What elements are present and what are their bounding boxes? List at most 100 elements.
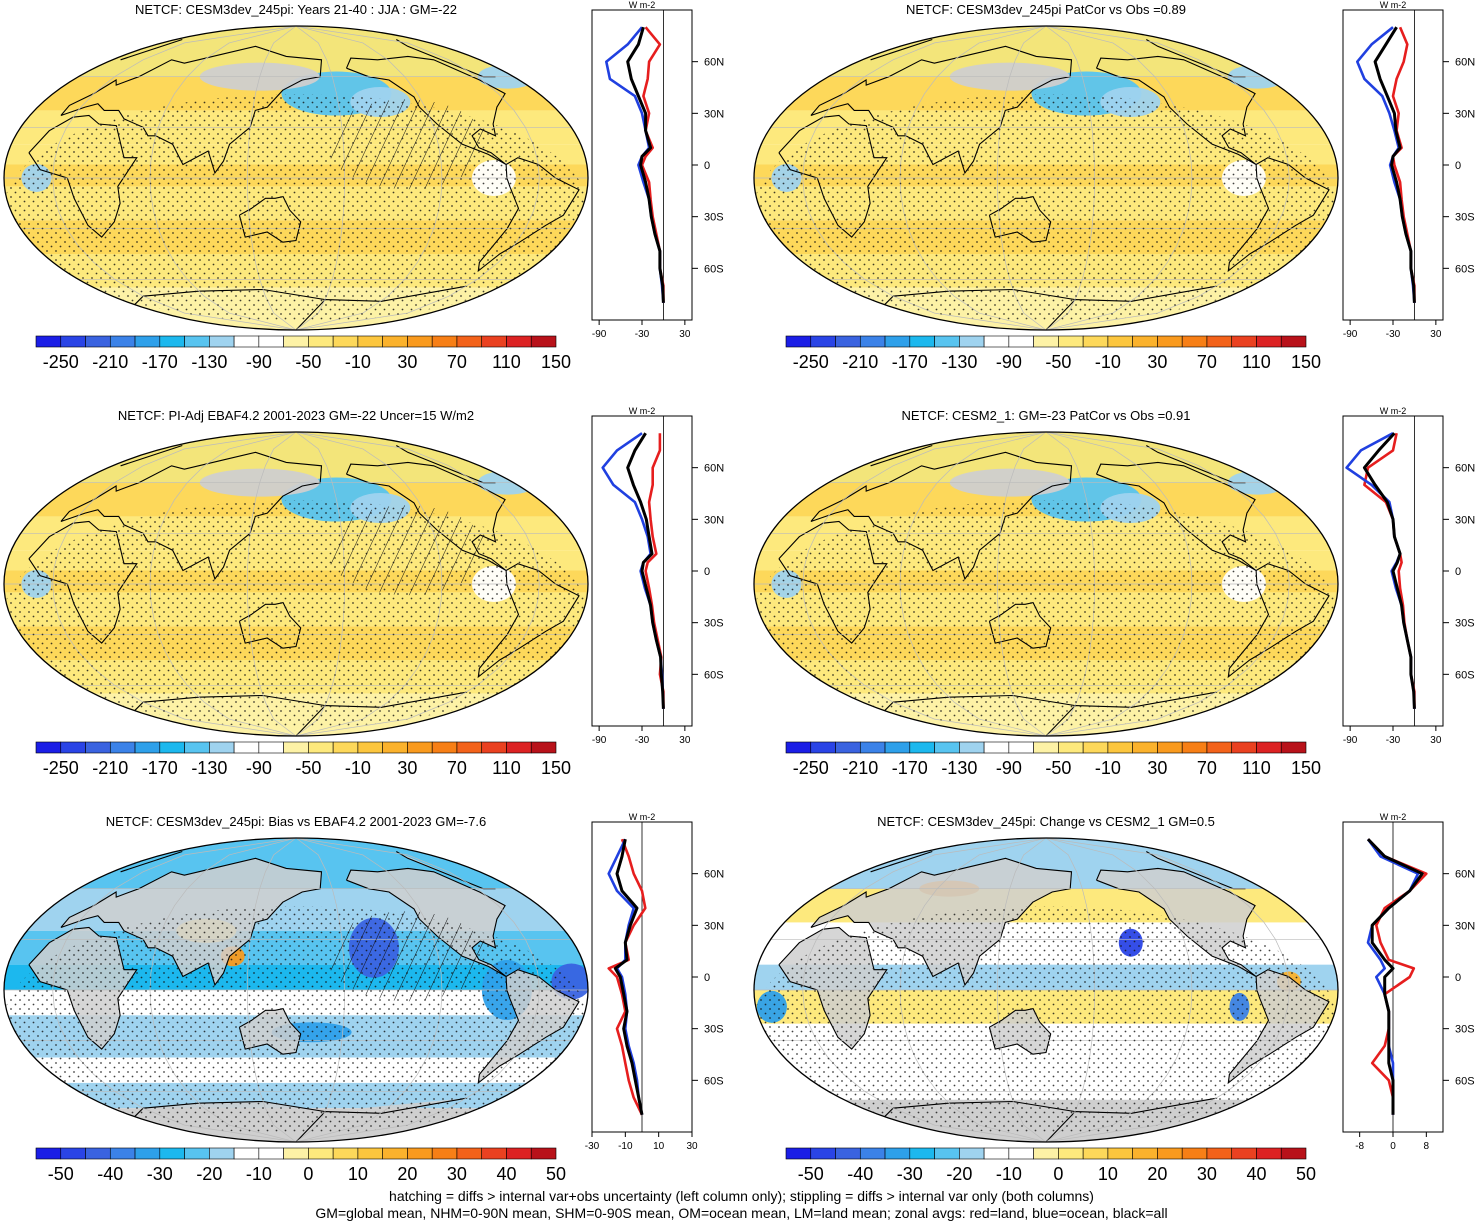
zonal-ytick-label: 30S [1455, 212, 1475, 224]
colorbar-label: 70 [1197, 352, 1217, 372]
zonal-ytick-label: 30N [704, 514, 724, 526]
panel-4: NETCF: CESM2_1: GM=-23 PatCor vs Obs =0.… [753, 408, 1339, 778]
zonal-series-black [626, 432, 665, 709]
colorbar-label: 10 [348, 1164, 368, 1184]
zonal-xtick-label: 8 [1424, 1141, 1430, 1152]
colorbar-swatch [934, 1147, 960, 1160]
panel-6: NETCF: CESM3dev_245pi: Change vs CESM2_1… [753, 814, 1339, 1184]
colorbar-swatch [456, 741, 483, 754]
zonal-xtick-label: -8 [1355, 1141, 1364, 1152]
colorbar-swatch [357, 741, 383, 754]
colorbar-swatch [810, 335, 836, 348]
map [753, 25, 1339, 331]
zonal-xtick-label: -30 [635, 329, 650, 340]
colorbar-label: -20 [196, 1164, 222, 1184]
map-border [753, 431, 1339, 737]
colorbar-swatch [109, 1147, 136, 1160]
colorbar-label: -170 [142, 352, 178, 372]
zonal-ytick-label: 60S [1455, 669, 1475, 681]
colorbar-label: -250 [43, 352, 79, 372]
colorbar-swatch [1058, 335, 1084, 348]
colorbar-swatch [283, 1147, 309, 1160]
colorbar-swatch [835, 741, 861, 754]
colorbar-swatch [382, 741, 408, 754]
zonal-ytick-label: 30N [704, 920, 724, 932]
colorbar-swatch [983, 335, 1010, 348]
colorbar-swatch [959, 1147, 985, 1160]
colorbar-swatch [1280, 1147, 1307, 1160]
zonal-ytick-label: 0 [1455, 566, 1461, 578]
colorbar-label: -10 [345, 758, 371, 778]
colorbar-swatch [431, 1147, 458, 1160]
zonal-ytick-label: 60N [704, 869, 724, 881]
colorbar-label: -10 [246, 1164, 272, 1184]
colorbar-swatch [1181, 1147, 1208, 1160]
colorbar-label: -90 [996, 758, 1022, 778]
colorbar-label: -250 [793, 758, 829, 778]
colorbar-label: -10 [996, 1164, 1022, 1184]
panel-3: NETCF: PI-Adj EBAF4.2 2001-2023 GM=-22 U… [3, 408, 589, 778]
colorbar-label: 150 [1291, 758, 1321, 778]
colorbar-label: -20 [946, 1164, 972, 1184]
map-field [754, 838, 1338, 1142]
colorbar-swatch [134, 1147, 161, 1160]
zonal-xtick-label: 30 [679, 735, 691, 746]
zonal-ytick-label: 30S [1455, 1024, 1475, 1036]
panel-1: NETCF: CESM3dev_245pi: Years 21-40 : JJA… [3, 2, 589, 372]
colorbar-label: 150 [541, 758, 571, 778]
colorbar-swatch [1082, 1147, 1109, 1160]
zonal-ytick-label: 60S [704, 1075, 724, 1087]
zonal-ytick-label: 30S [704, 618, 724, 630]
colorbar-swatch [407, 1147, 433, 1160]
colorbar-label: -50 [798, 1164, 824, 1184]
colorbar-swatch [35, 335, 62, 348]
colorbar-swatch [1280, 741, 1307, 754]
colorbar-label: -130 [191, 758, 227, 778]
colorbar-swatch [209, 741, 235, 754]
zonal-unit: W m-2 [629, 812, 656, 822]
zonal-ytick-label: 0 [1455, 972, 1461, 984]
zonal-xtick-label: -90 [592, 735, 607, 746]
colorbar-swatch [159, 1147, 185, 1160]
colorbar-swatch [60, 741, 86, 754]
zonal-ytick-label: 60S [704, 263, 724, 275]
colorbar-swatch [481, 335, 507, 348]
colorbar-swatch [1256, 335, 1282, 348]
colorbar-label: -250 [793, 352, 829, 372]
colorbar-label: 110 [492, 758, 521, 778]
colorbar-swatch [1107, 335, 1133, 348]
colorbar-swatch [1157, 335, 1183, 348]
colorbar-label: 40 [496, 1164, 516, 1184]
map-border [3, 431, 589, 737]
zonal-xtick-label: -90 [1343, 329, 1358, 340]
colorbar-swatch [884, 1147, 911, 1160]
panel-2: NETCF: CESM3dev_245pi PatCor vs Obs =0.8… [753, 2, 1339, 372]
colorbar-swatch [1132, 1147, 1158, 1160]
zonal-xtick-label: 10 [653, 1141, 665, 1152]
colorbar-swatch [85, 741, 111, 754]
colorbar-swatch [283, 741, 309, 754]
zonal-series-black [1373, 26, 1416, 303]
colorbar-swatch [1008, 741, 1034, 754]
map [753, 837, 1339, 1143]
colorbar-label: 110 [1242, 758, 1271, 778]
colorbar-swatch [1033, 741, 1059, 754]
zonal-xtick-label: -30 [1386, 735, 1401, 746]
colorbar-swatch [785, 335, 812, 348]
zonal-unit: W m-2 [629, 0, 656, 10]
zonal-ytick-label: 60S [1455, 1075, 1475, 1087]
zonal-xtick-label: 30 [1430, 329, 1442, 340]
colorbar-swatch [233, 1147, 260, 1160]
colorbar-swatch [35, 741, 62, 754]
panel-title: NETCF: CESM3dev_245pi: Change vs CESM2_1… [877, 814, 1215, 829]
map-field [4, 432, 588, 736]
footer-legend-note: GM=global mean, NHM=0-90N mean, SHM=0-90… [315, 1205, 1168, 1221]
colorbar-swatch [983, 741, 1010, 754]
colorbar-label: -50 [295, 758, 321, 778]
colorbar-label: -170 [892, 352, 928, 372]
colorbar-swatch [109, 741, 136, 754]
colorbar-swatch [332, 1147, 359, 1160]
zonal-series-red [607, 838, 647, 1116]
colorbar-swatch [1256, 1147, 1282, 1160]
